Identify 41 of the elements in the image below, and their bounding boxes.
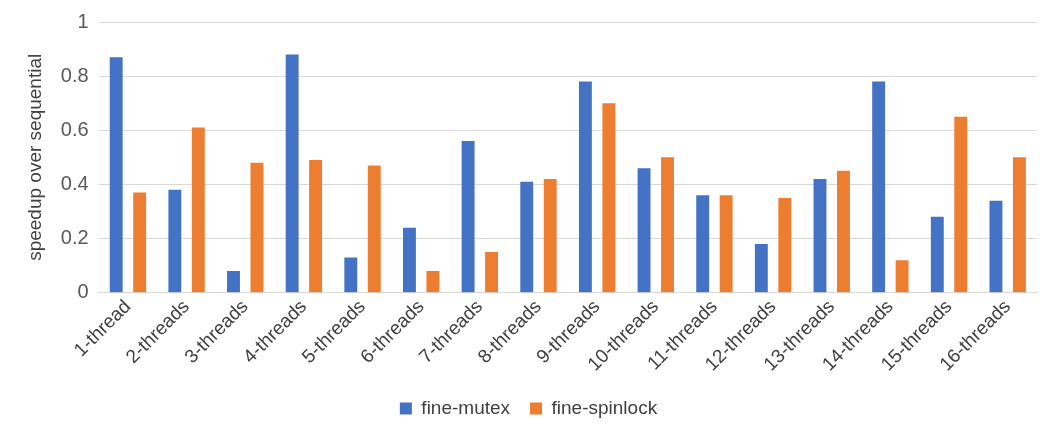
y-tick-label: 1 bbox=[77, 9, 89, 32]
bar bbox=[813, 178, 827, 293]
bar bbox=[989, 200, 1003, 293]
bar bbox=[578, 81, 592, 293]
bar bbox=[930, 216, 944, 293]
bar bbox=[191, 127, 205, 293]
bar bbox=[285, 54, 299, 293]
bar bbox=[168, 189, 182, 293]
bar bbox=[1012, 157, 1026, 293]
bar bbox=[133, 192, 147, 293]
y-tick-label: 0.2 bbox=[60, 226, 89, 249]
bar bbox=[426, 271, 440, 293]
bar bbox=[367, 165, 381, 293]
bar bbox=[250, 162, 264, 293]
bar bbox=[309, 160, 323, 293]
bar bbox=[461, 141, 475, 293]
bar bbox=[485, 252, 499, 293]
legend-label: fine-mutex bbox=[421, 396, 511, 418]
bar bbox=[754, 243, 768, 293]
bar bbox=[719, 195, 733, 293]
bar bbox=[520, 181, 534, 293]
bar bbox=[895, 260, 909, 293]
bar bbox=[403, 227, 416, 293]
bar bbox=[837, 170, 850, 293]
bar bbox=[872, 81, 886, 293]
bar bbox=[954, 116, 968, 293]
bar bbox=[778, 197, 792, 293]
y-tick-label: 0 bbox=[77, 280, 89, 303]
y-tick-label: 0.4 bbox=[60, 171, 89, 194]
bar bbox=[109, 57, 123, 293]
bar bbox=[227, 271, 240, 293]
bar bbox=[696, 195, 710, 293]
y-axis-title: speedup over sequential bbox=[23, 53, 45, 261]
legend-label: fine-spinlock bbox=[551, 396, 658, 418]
bar bbox=[344, 257, 358, 293]
bar bbox=[637, 168, 651, 293]
y-tick-label: 0.8 bbox=[60, 63, 89, 86]
bar bbox=[543, 178, 557, 293]
bar bbox=[602, 103, 616, 293]
bar bbox=[661, 157, 674, 293]
y-tick-label: 0.6 bbox=[60, 117, 89, 140]
